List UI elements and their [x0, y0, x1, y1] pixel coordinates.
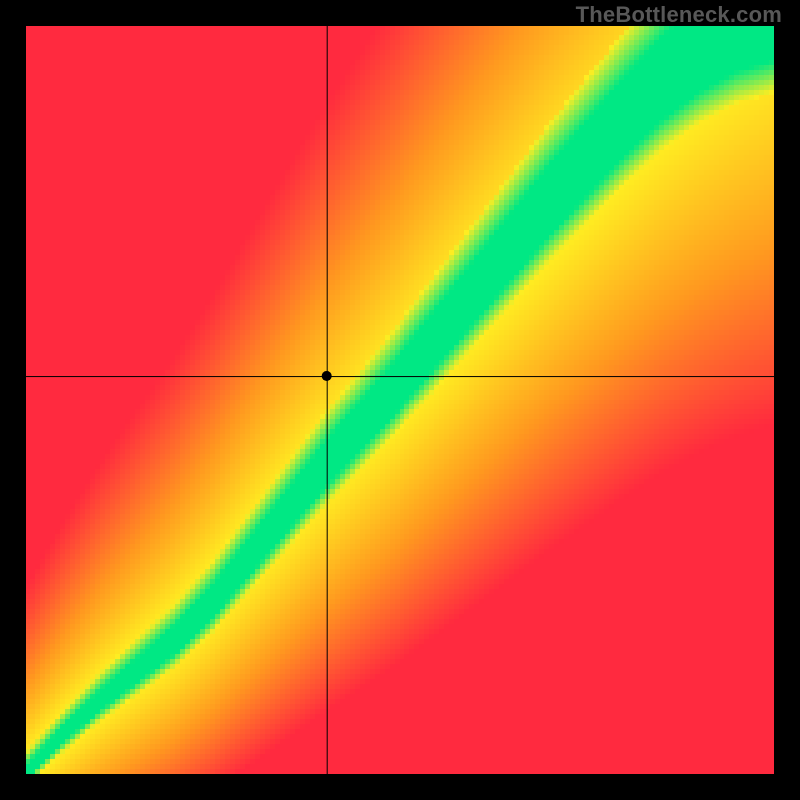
watermark-text: TheBottleneck.com: [576, 2, 782, 28]
bottleneck-heatmap: [26, 26, 774, 774]
